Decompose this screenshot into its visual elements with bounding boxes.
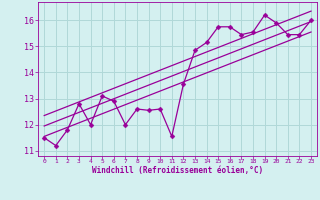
- X-axis label: Windchill (Refroidissement éolien,°C): Windchill (Refroidissement éolien,°C): [92, 166, 263, 175]
